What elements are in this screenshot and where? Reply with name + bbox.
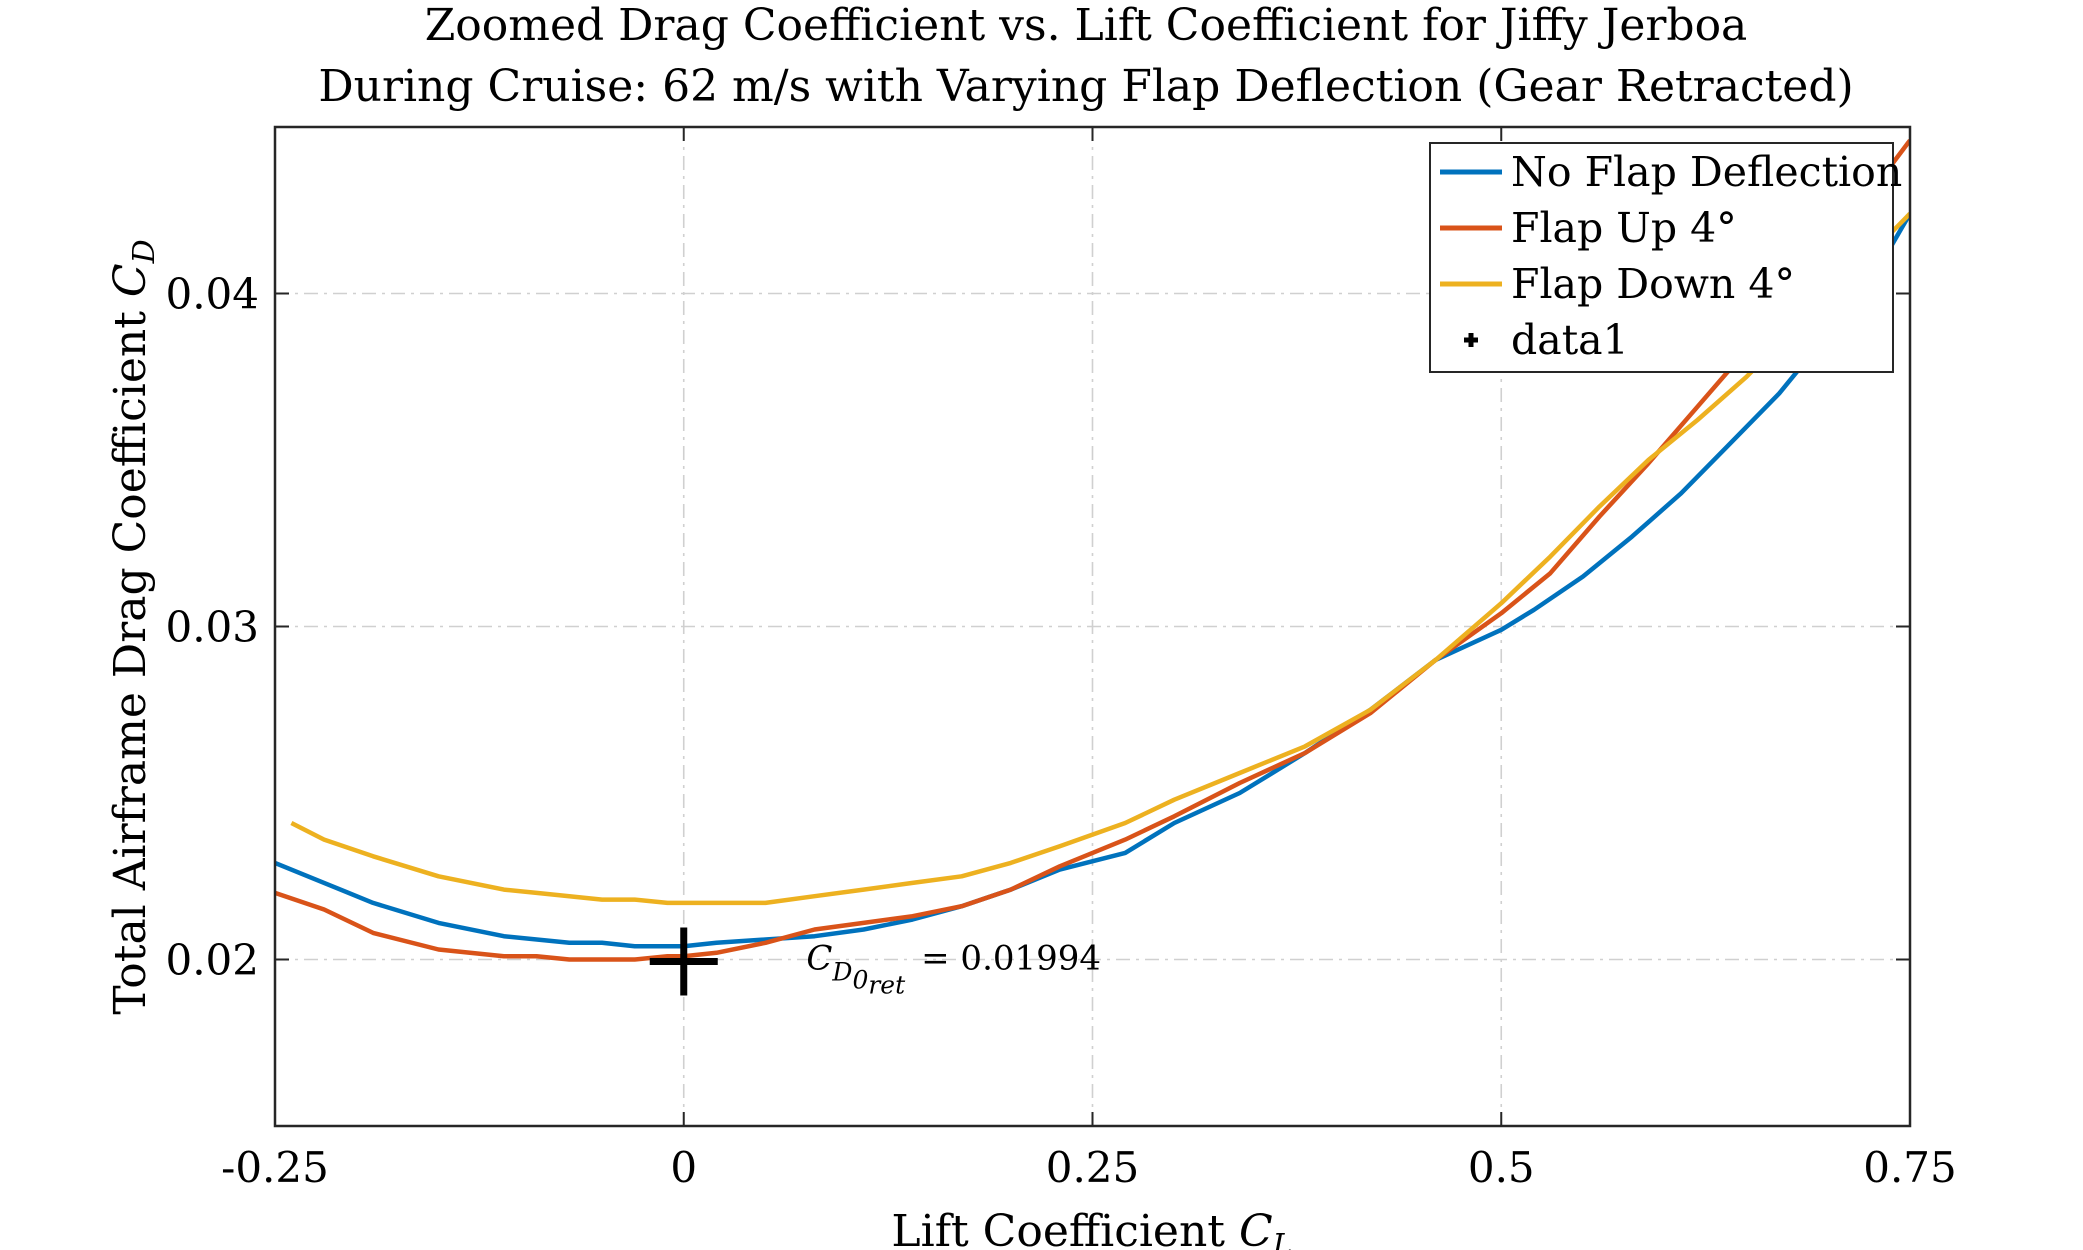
series-lines — [275, 138, 1910, 962]
legend-label: No Flap Deflection — [1511, 148, 1902, 196]
data-markers — [649, 927, 718, 996]
chart-title: Zoomed Drag Coefficient vs. Lift Coeffic… — [425, 0, 1748, 51]
y-axis-label: Total Airframe Drag Coefficient CD — [105, 239, 162, 1014]
x-axis-label-sub: L — [1272, 1228, 1293, 1250]
plot-frame — [273, 125, 1912, 1128]
x-axis-label-symbol: C — [1239, 1206, 1273, 1250]
x-tick-label: 0 — [670, 1143, 697, 1192]
legend-entry-0: No Flap Deflection — [1440, 148, 1902, 196]
cd0-annotation-symbol: C — [806, 938, 832, 978]
y-tick-label: 0.03 — [165, 603, 259, 652]
data1-marker — [649, 927, 718, 996]
legend-label: Flap Up 4° — [1511, 204, 1737, 252]
axis-ticks: -0.25 0 0.25 0.5 0.75 0.02 0.03 0.04 — [165, 127, 1957, 1192]
legend-entry-3: data1 — [1464, 316, 1629, 364]
cd0-annotation: CD0ret = 0.01994 — [806, 938, 1101, 999]
x-tick-label: 0.25 — [1046, 1143, 1140, 1192]
chart-subtitle: During Cruise: 62 m/s with Varying Flap … — [318, 61, 1853, 112]
series-line-2 — [290, 212, 1910, 906]
cd0-annotation-sub: D — [831, 957, 852, 986]
x-tick-label: -0.25 — [221, 1143, 329, 1192]
x-tick-label: 0.5 — [1468, 1143, 1535, 1192]
legend-label: data1 — [1511, 316, 1629, 364]
cd0-annotation-value: = 0.01994 — [921, 938, 1101, 978]
legend-entry-2: Flap Down 4° — [1440, 260, 1795, 308]
legend-marker-swatch — [1464, 333, 1478, 347]
legend: No Flap Deflection Flap Up 4° Flap Down 4°… — [1429, 142, 1902, 373]
y-axis-label-symbol: C — [105, 263, 156, 297]
x-axis-label: Lift Coefficient CL — [891, 1206, 1292, 1250]
y-tick-label: 0.02 — [165, 936, 259, 985]
y-tick-label: 0.04 — [165, 270, 259, 319]
legend-box — [1429, 142, 1894, 373]
legend-label: Flap Down 4° — [1511, 260, 1795, 308]
y-axis-label-text: Total Airframe Drag Coefficient — [105, 311, 156, 1015]
cd0-annotation-subsub: 0 — [852, 965, 868, 994]
cd0-annotation-subsubsub: ret — [868, 970, 906, 999]
x-axis-label-text: Lift Coefficient — [891, 1206, 1225, 1250]
x-tick-label: 0.75 — [1863, 1143, 1957, 1192]
y-axis-label-sub: D — [127, 239, 162, 264]
legend-entry-1: Flap Up 4° — [1440, 204, 1737, 252]
